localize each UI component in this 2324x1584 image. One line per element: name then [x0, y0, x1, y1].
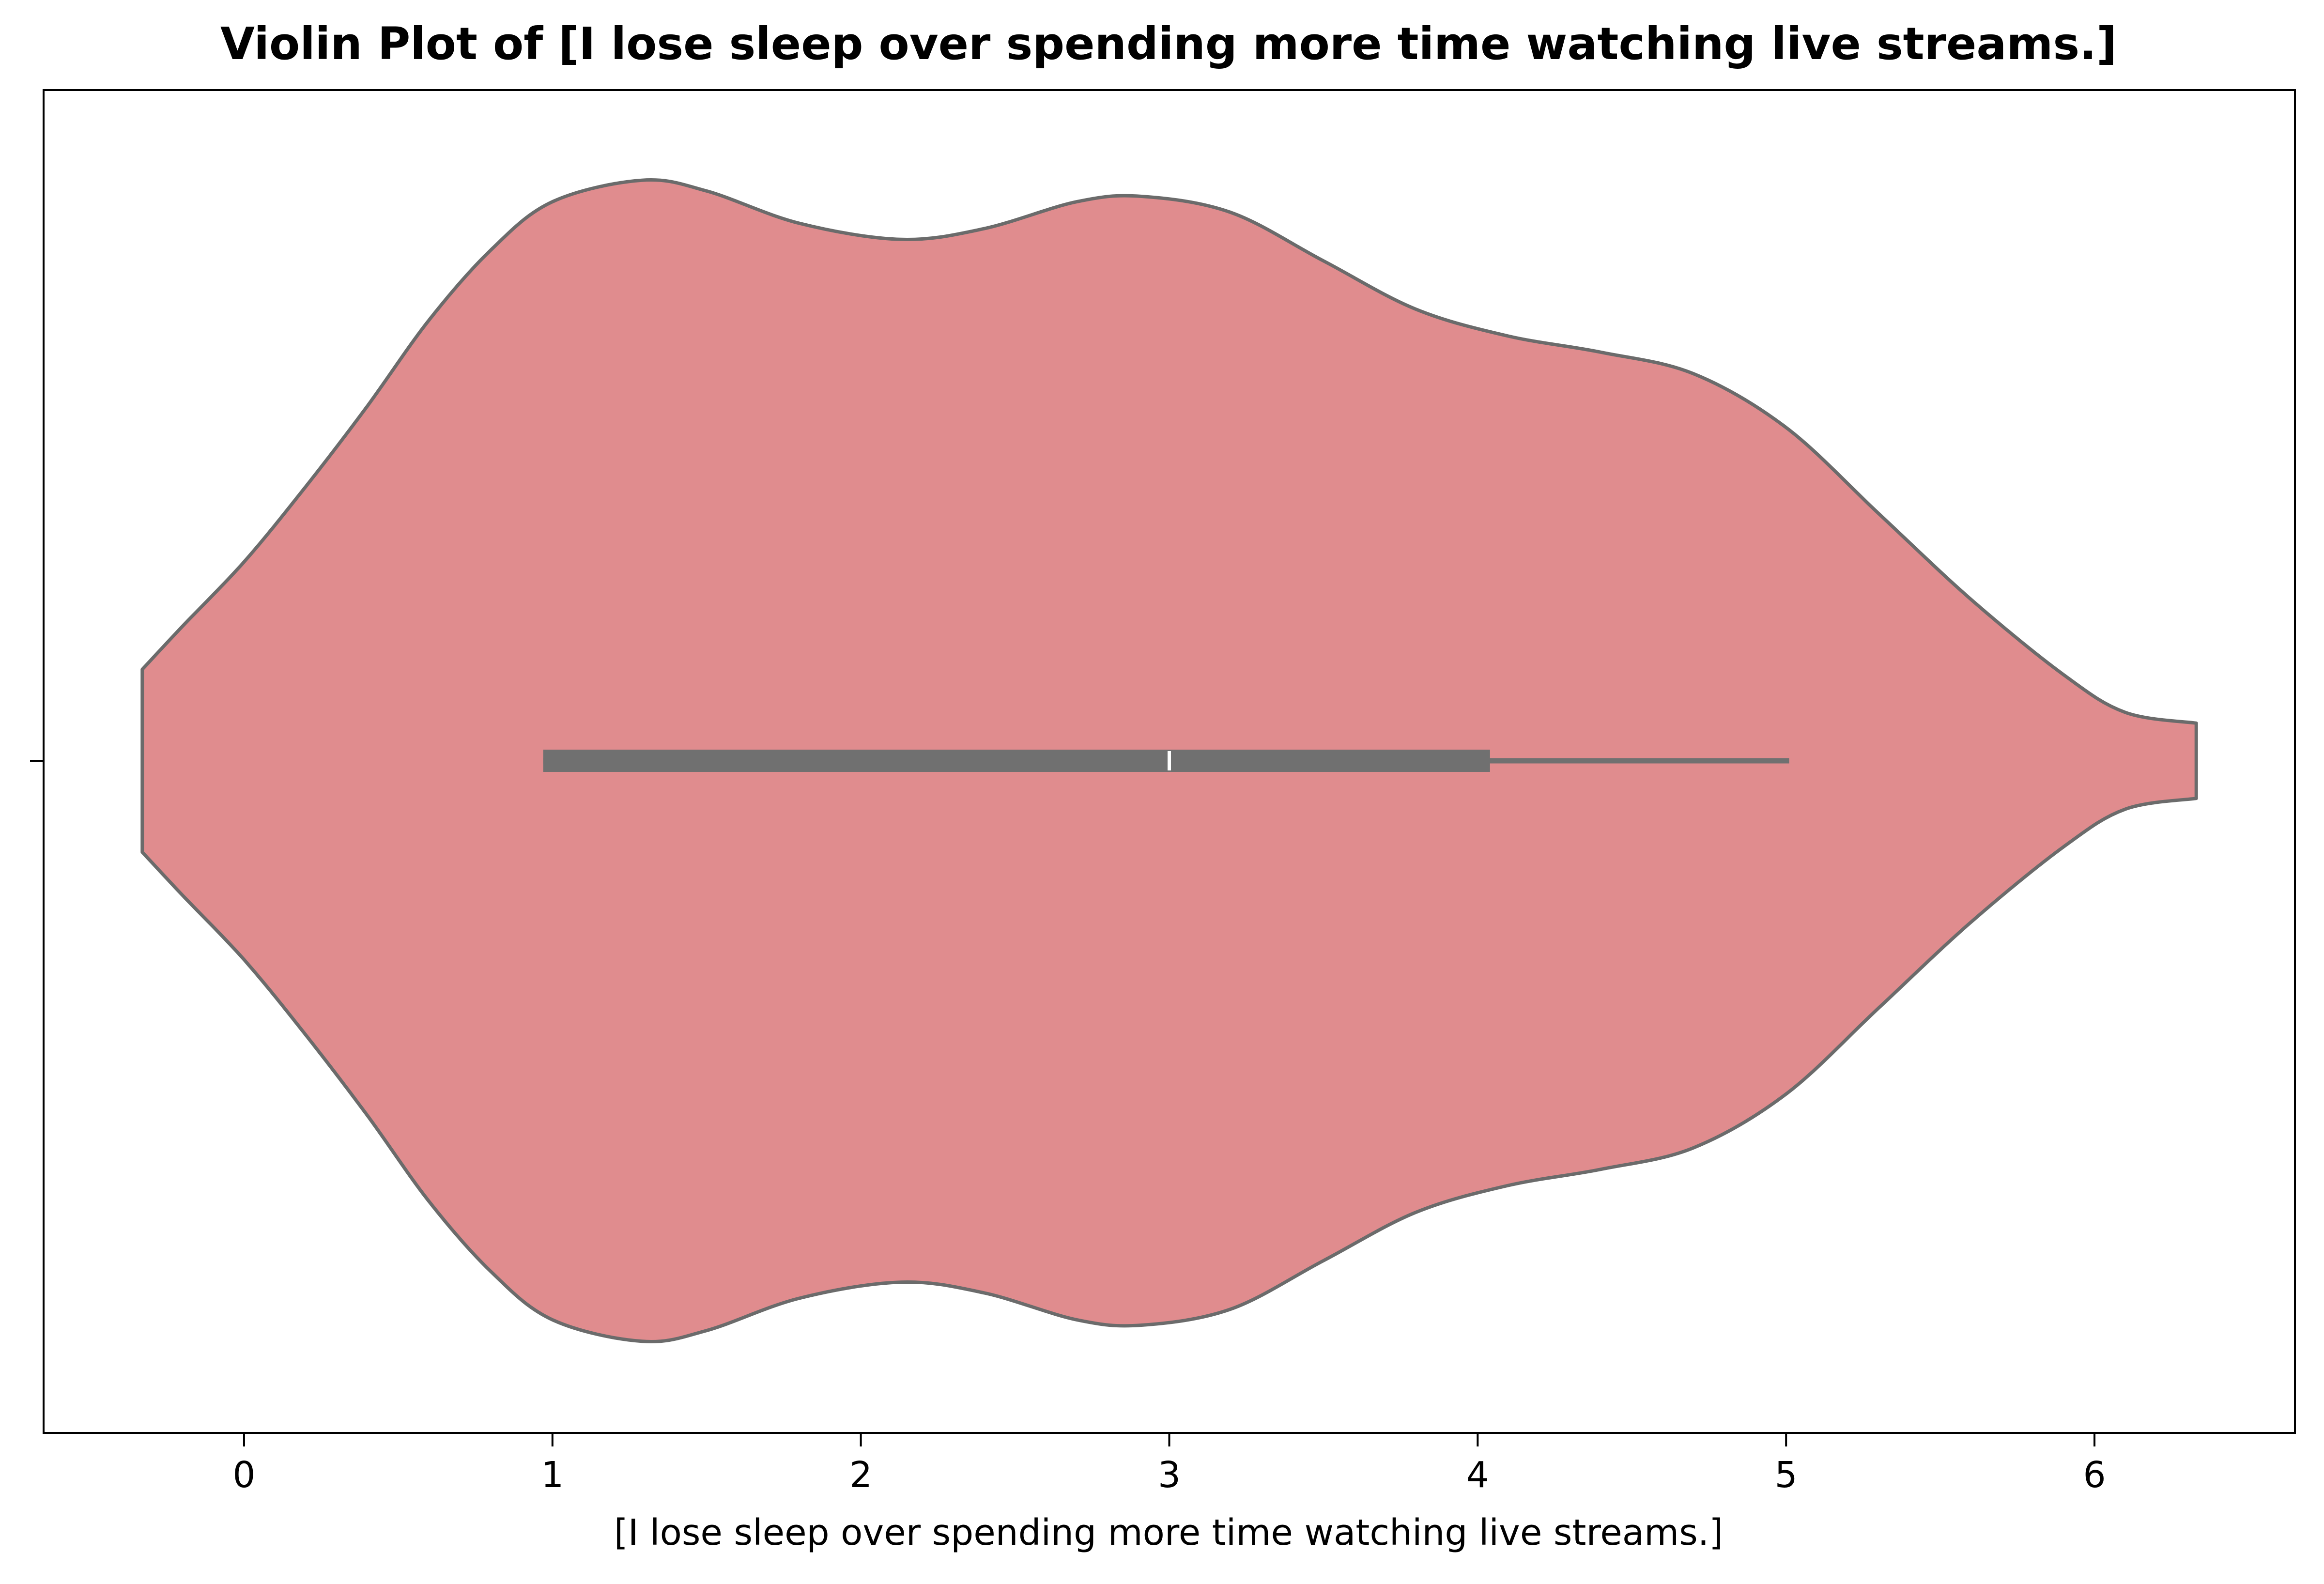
x-tick-label: 1 — [541, 1454, 564, 1496]
x-tick-label: 5 — [1775, 1454, 1798, 1496]
x-tick-label: 2 — [849, 1454, 872, 1496]
plot-area — [140, 178, 2198, 1343]
x-tick-label: 3 — [1158, 1454, 1181, 1496]
chart-title: Violin Plot of [I lose sleep over spendi… — [220, 18, 2117, 70]
x-axis-label: [I lose sleep over spending more time wa… — [614, 1512, 1723, 1553]
x-axis-ticks: 0 1 2 3 4 5 6 — [232, 1433, 2106, 1496]
x-tick-label: 4 — [1466, 1454, 1489, 1496]
violin-iqr-box — [543, 750, 1490, 772]
x-tick-label: 0 — [232, 1454, 255, 1496]
x-tick-label: 6 — [2083, 1454, 2106, 1496]
